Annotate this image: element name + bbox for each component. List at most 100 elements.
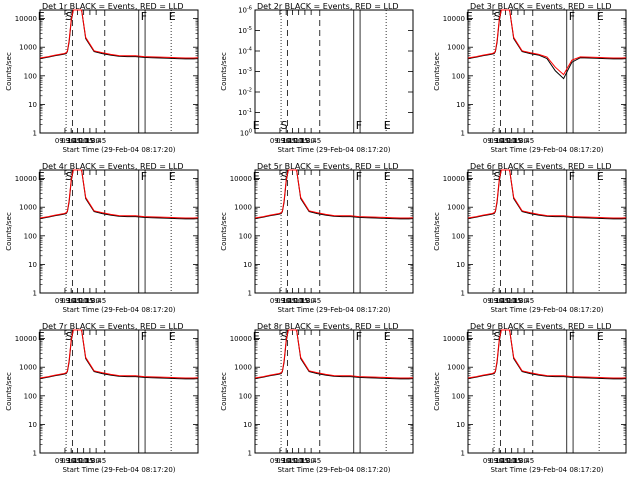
x-tick-label: 09:30 (270, 297, 290, 305)
y-tick-label: 1 (461, 290, 465, 298)
x-tick-label: 10:45 (301, 137, 321, 145)
y-tick-label: 100 (24, 392, 37, 400)
panel-det-7r: Det 7r BLACK = Events, RED = LLD 1 10 100 10… (5, 322, 199, 474)
x-axis-title: Start Time (29-Feb-04 08:17:20) (62, 306, 175, 314)
x-tick-label: 10:30 (508, 137, 528, 145)
y-tick-label: 10-3 (238, 67, 252, 76)
x-tick-label: 10:30 (295, 297, 315, 305)
y-tick-label: 10 (28, 101, 37, 109)
x-tick-label: 10:30 (295, 137, 315, 145)
x-tick-label: 09:30 (55, 457, 75, 465)
y-tick-label: 1000 (447, 204, 465, 212)
y-tick-label: 100 (24, 232, 37, 240)
x-tick-label: 10:45 (86, 137, 106, 145)
y-tick-exponent: -1 (247, 108, 252, 114)
marker-letter: E (384, 170, 391, 183)
y-tick-label: 1 (461, 450, 465, 458)
marker-letter: E (597, 170, 604, 183)
y-axis-title: Counts/sec (5, 212, 13, 251)
panel-det-8r: Det 8r BLACK = Events, RED = LLD 1 10 100 10… (220, 322, 414, 474)
x-tick-label: 09:45 (61, 297, 81, 305)
y-tick-label: 10 (243, 421, 252, 429)
y-tick-label: 1 (461, 130, 465, 138)
x-tick-label: 10:30 (295, 457, 315, 465)
y-tick-label: 100 (240, 129, 252, 138)
y-tick-label: 100 (239, 392, 252, 400)
x-tick-label: 10:00 (67, 137, 87, 145)
x-tick-label: 09:45 (276, 297, 296, 305)
marker-letter: S (494, 330, 501, 343)
series-lld (467, 9, 627, 76)
plot-frame (39, 9, 199, 134)
x-tick-label: 09:45 (276, 457, 296, 465)
panel-det-6r: Det 6r BLACK = Events, RED = LLD 1 10 100 10… (433, 162, 627, 314)
y-tick-exponent: -4 (247, 47, 252, 53)
y-tick-label: 1000 (447, 364, 465, 372)
y-tick-label: 1 (33, 130, 37, 138)
x-tick-label: 09:30 (483, 137, 503, 145)
x-tick-label: 09:30 (55, 297, 75, 305)
x-tick-label: 09:30 (55, 137, 75, 145)
y-tick-label: 1 (248, 450, 252, 458)
y-tick-exponent: -3 (247, 67, 252, 73)
y-tick-label: 10000 (443, 15, 465, 23)
series-lld (254, 169, 414, 219)
marker-letter: E (466, 330, 473, 343)
x-axis-title: Start Time (29-Feb-04 08:17:20) (62, 466, 175, 474)
marker-letter: E (38, 10, 45, 23)
marker-letter: S (494, 170, 501, 183)
y-tick-label: 10-1 (238, 108, 252, 117)
y-tick-label: 1 (33, 450, 37, 458)
x-tick-label: 10:15 (74, 137, 94, 145)
x-tick-label: 10:30 (508, 297, 528, 305)
marker-letter: E (253, 330, 260, 343)
marker-letter: E (597, 10, 604, 23)
y-tick-exponent: -2 (247, 88, 252, 94)
y-tick-label: 10 (456, 101, 465, 109)
y-axis-title: Counts/sec (433, 212, 441, 251)
marker-letter: S (281, 330, 288, 343)
x-tick-label: 10:00 (495, 457, 515, 465)
marker-letter: E (38, 170, 45, 183)
marker-letter: S (281, 170, 288, 183)
marker-letter: F (356, 119, 362, 132)
y-tick-label: 1 (33, 290, 37, 298)
y-tick-label: 10 (28, 421, 37, 429)
plot-frame (467, 329, 627, 454)
marker-letter: F (141, 10, 147, 23)
y-tick-label: 10-4 (238, 47, 252, 56)
marker-letter: E (169, 10, 176, 23)
x-tick-label: 10:45 (514, 297, 534, 305)
x-tick-label: 10:00 (282, 457, 302, 465)
marker-letter: E (253, 119, 260, 132)
marker-letter: S (281, 119, 288, 132)
y-tick-label: 100 (239, 232, 252, 240)
x-tick-label: 10:15 (502, 297, 522, 305)
y-tick-label: 10 (28, 261, 37, 269)
plot-frame (467, 169, 627, 294)
panel-det-1r: Det 1r BLACK = Events, RED = LLD 1 10 100 10… (5, 2, 199, 154)
marker-letter: F (569, 330, 575, 343)
y-axis-title: Counts/sec (220, 372, 228, 411)
panel-title: Det 5r BLACK = Events, RED = LLD (257, 162, 399, 171)
y-tick-label: 1 (248, 290, 252, 298)
series-lld (39, 9, 199, 59)
x-axis-title: Start Time (29-Feb-04 08:17:20) (277, 306, 390, 314)
panel-title: Det 3r BLACK = Events, RED = LLD (470, 2, 612, 11)
marker-letter: E (253, 170, 260, 183)
y-tick-label: 10000 (15, 335, 37, 343)
plot-frame (254, 329, 414, 454)
marker-letter: E (169, 330, 176, 343)
panel-det-5r: Det 5r BLACK = Events, RED = LLD 1 10 100 10… (220, 162, 414, 314)
marker-letter: E (597, 330, 604, 343)
x-tick-label: 10:30 (80, 297, 100, 305)
x-tick-label: 10:15 (289, 137, 309, 145)
series-lld (39, 329, 199, 379)
panel-title: Det 2r BLACK = Events, RED = LLD (257, 2, 399, 11)
y-axis-title: Counts/sec (5, 52, 13, 91)
y-tick-exponent: 0 (249, 129, 252, 135)
y-axis-title: Counts/sec (433, 52, 441, 91)
marker-letter: S (66, 10, 73, 23)
x-tick-label: 10:00 (67, 297, 87, 305)
y-tick-label: 10000 (15, 15, 37, 23)
